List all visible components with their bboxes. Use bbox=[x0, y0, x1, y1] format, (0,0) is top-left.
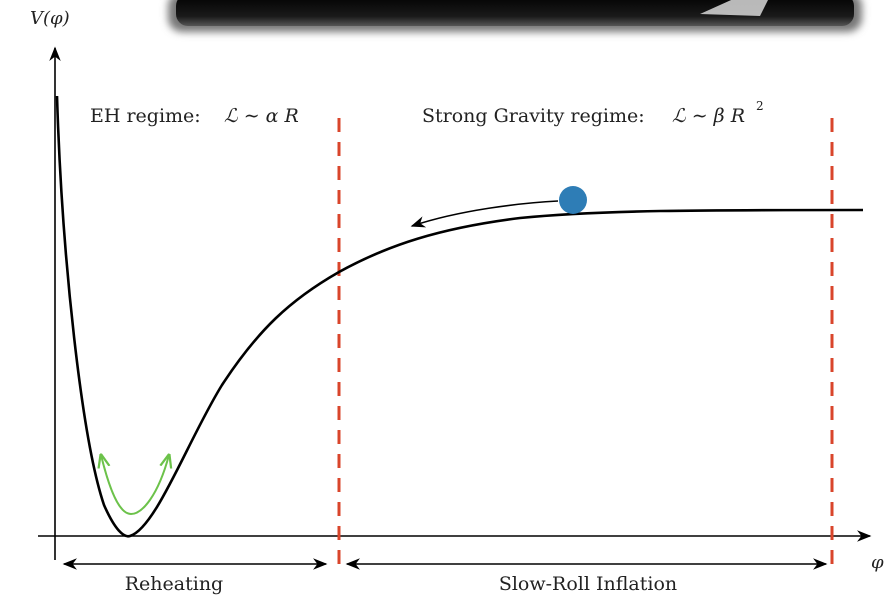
strong-regime-label: Strong Gravity regime: bbox=[422, 105, 645, 127]
roll-direction-arrow bbox=[410, 200, 559, 228]
y-axis-label: V(φ) bbox=[30, 8, 70, 29]
x-axis-label: φ bbox=[871, 552, 884, 573]
inflaton-ball bbox=[559, 186, 587, 214]
slow-roll-label: Slow-Roll Inflation bbox=[499, 573, 677, 595]
reheating-label: Reheating bbox=[125, 573, 223, 595]
eh-regime-formula: ℒ ∼ α R bbox=[224, 105, 299, 127]
strong-regime-formula: ℒ ∼ β R bbox=[672, 105, 745, 127]
top-banner bbox=[168, 0, 862, 32]
potential-curve bbox=[55, 95, 864, 538]
oscillation-arrow bbox=[101, 455, 169, 516]
eh-regime-label: EH regime: bbox=[90, 105, 201, 127]
strong-regime-exponent: 2 bbox=[756, 99, 764, 113]
axes bbox=[38, 46, 872, 560]
